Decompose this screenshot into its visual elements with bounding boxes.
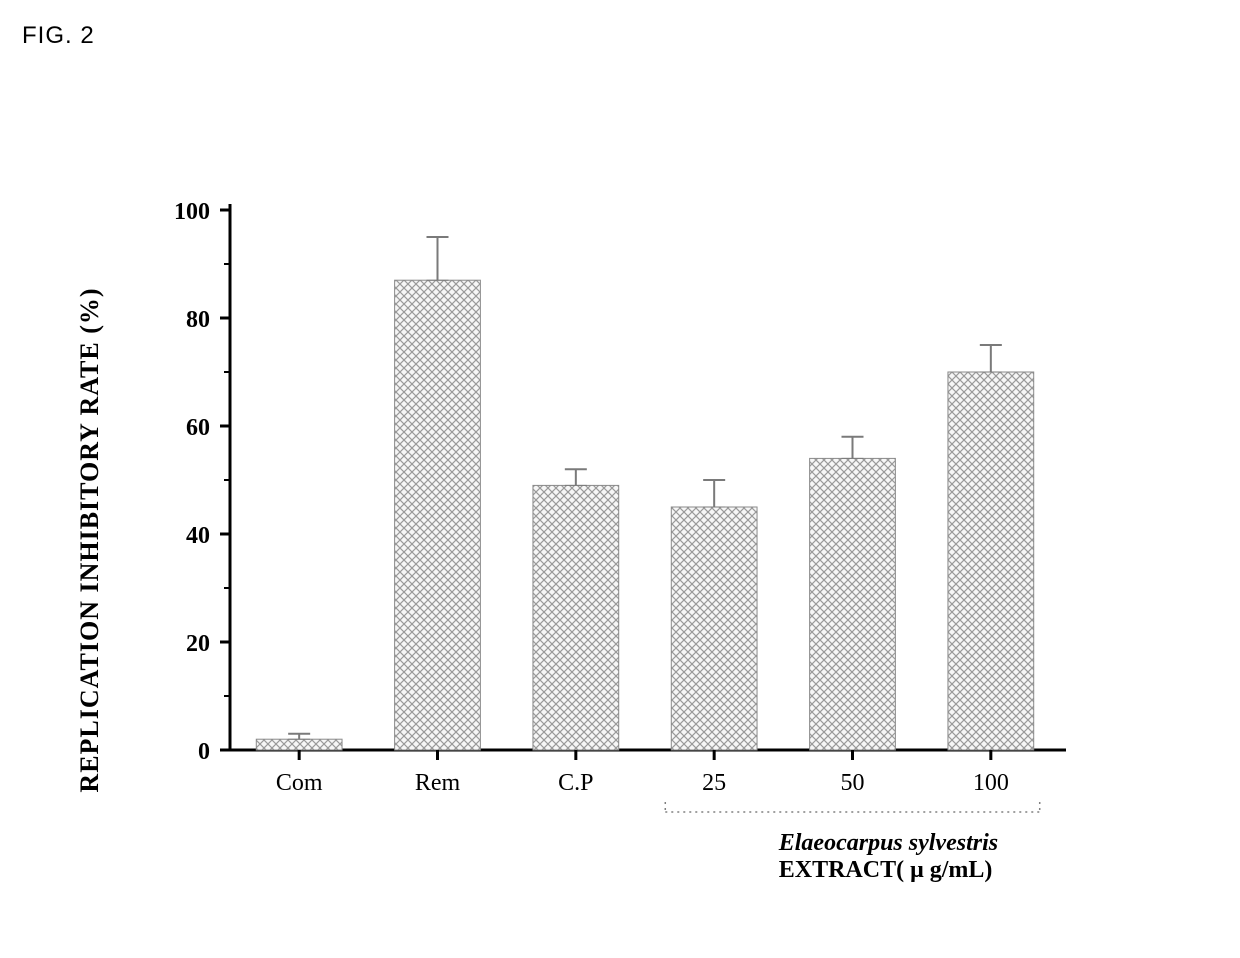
svg-text:80: 80 bbox=[186, 307, 210, 333]
svg-text:20: 20 bbox=[186, 631, 210, 657]
svg-text:60: 60 bbox=[186, 415, 210, 441]
svg-text:Com: Com bbox=[276, 770, 323, 796]
svg-text:100: 100 bbox=[174, 199, 210, 225]
extract-label-rest: EXTRACT( μ g/mL) bbox=[779, 857, 993, 883]
svg-text:0: 0 bbox=[198, 739, 210, 765]
page: FIG. 2 REPLICATION INHIBITORY RATE (%) 0… bbox=[0, 0, 1240, 958]
svg-text:100: 100 bbox=[973, 770, 1009, 796]
svg-text:40: 40 bbox=[186, 523, 210, 549]
svg-text:50: 50 bbox=[841, 770, 865, 796]
svg-text:25: 25 bbox=[702, 770, 726, 796]
y-axis-label: REPLICATION INHIBITORY RATE (%) bbox=[75, 287, 105, 792]
chart-svg: 0 20 40 60 80 100 Com Rem C.P 25 50 100 bbox=[120, 180, 1120, 900]
bar-chart: REPLICATION INHIBITORY RATE (%) 02040608… bbox=[120, 180, 1120, 900]
svg-text:Rem: Rem bbox=[415, 770, 461, 796]
extract-label-italic: Elaeocarpus sylvestris bbox=[779, 830, 998, 856]
svg-text:C.P: C.P bbox=[558, 770, 593, 796]
figure-label: FIG. 2 bbox=[22, 22, 95, 50]
extract-group-label: Elaeocarpus sylvestris EXTRACT( μ g/mL) bbox=[779, 830, 1007, 884]
